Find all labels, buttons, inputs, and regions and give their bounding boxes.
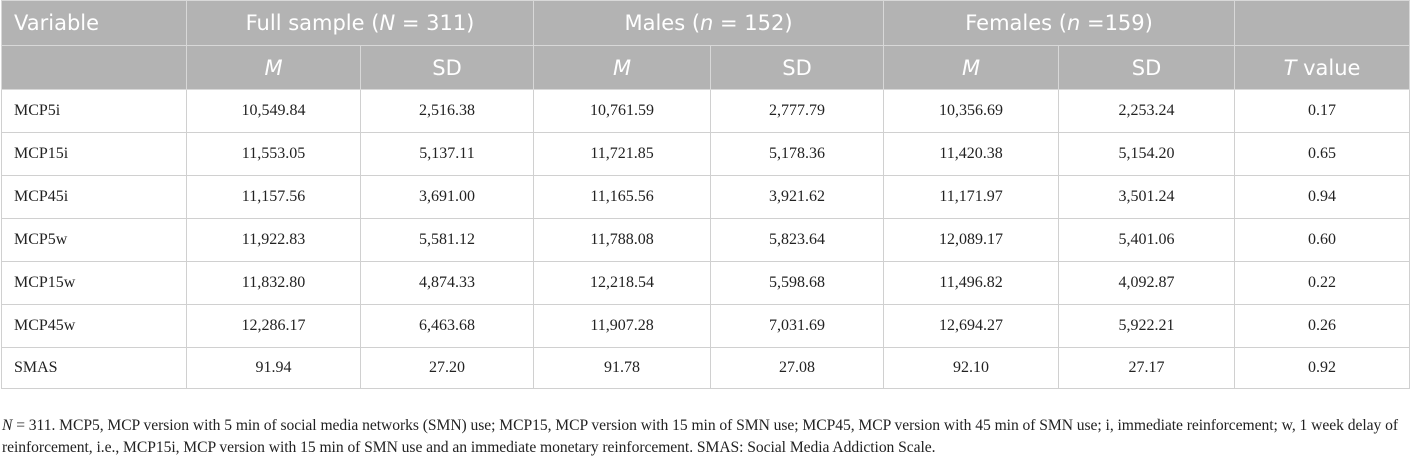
table-row: SMAS 91.94 27.20 91.78 27.08 92.10 27.17… — [1, 347, 1411, 389]
variable-header: Variable — [1, 0, 187, 46]
header-row-groups: Variable Full sample (N = 311) Males (n … — [1, 0, 1411, 46]
female-mean-cell: 11,420.38 — [883, 132, 1060, 176]
variable-cell: MCP15w — [1, 261, 187, 305]
full-mean-header: M — [186, 45, 361, 90]
male-mean-cell: 91.78 — [533, 347, 712, 389]
full-sd-cell: 5,137.11 — [359, 132, 535, 176]
t-value-cell: 0.26 — [1234, 304, 1411, 348]
full-sd-cell: 4,874.33 — [359, 261, 535, 305]
full-sd-cell: 5,581.12 — [359, 218, 535, 262]
table-row: MCP45w 12,286.17 6,463.68 11,907.28 7,03… — [1, 304, 1411, 348]
full-mean-cell: 12,286.17 — [186, 304, 361, 348]
full-sd-cell: 3,691.00 — [359, 175, 535, 219]
variable-cell: MCP15i — [1, 132, 187, 176]
full-mean-cell: 11,553.05 — [186, 132, 361, 176]
table-row: MCP5i 10,549.84 2,516.38 10,761.59 2,777… — [1, 89, 1411, 133]
table-body: MCP5i 10,549.84 2,516.38 10,761.59 2,777… — [1, 89, 1411, 389]
full-sample-prefix: Full sample ( — [245, 11, 380, 35]
variable-cell: MCP45w — [1, 304, 187, 348]
male-mean-cell: 11,721.85 — [533, 132, 712, 176]
male-mean-cell: 11,907.28 — [533, 304, 712, 348]
full-mean-cell: 10,549.84 — [186, 89, 361, 133]
female-mean-cell: 12,694.27 — [883, 304, 1060, 348]
variable-header-sub — [1, 45, 187, 90]
t-value-cell: 0.92 — [1234, 347, 1411, 389]
female-sd-cell: 5,154.20 — [1058, 132, 1236, 176]
female-mean-cell: 11,496.82 — [883, 261, 1060, 305]
females-header: Females (n =159) — [883, 0, 1236, 46]
t-label: T — [1283, 55, 1297, 80]
male-sd-cell: 3,921.62 — [710, 175, 885, 219]
table-footnote: N = 311. MCP5, MCP version with 5 min of… — [0, 405, 1411, 459]
female-mean-header: M — [883, 45, 1060, 90]
males-header: Males (n = 152) — [533, 0, 885, 46]
full-mean-cell: 11,922.83 — [186, 218, 361, 262]
male-mean-cell: 11,788.08 — [533, 218, 712, 262]
footnote-text: = 311. MCP5, MCP version with 5 min of s… — [2, 416, 1398, 456]
male-sd-cell: 5,178.36 — [710, 132, 885, 176]
full-sample-n-label: N — [379, 11, 396, 35]
female-sd-cell: 2,253.24 — [1058, 89, 1236, 133]
variable-cell: MCP5i — [1, 89, 187, 133]
header-row-stats: M SD M SD M SD T value — [1, 45, 1411, 90]
full-sd-cell: 2,516.38 — [359, 89, 535, 133]
t-value-cell: 0.60 — [1234, 218, 1411, 262]
full-sample-suffix: = 311) — [395, 11, 475, 35]
full-sd-cell: 27.20 — [359, 347, 535, 389]
t-value-header: T value — [1234, 45, 1411, 90]
female-sd-cell: 4,092.87 — [1058, 261, 1236, 305]
descriptive-statistics-table: Variable Full sample (N = 311) Males (n … — [1, 0, 1411, 389]
t-value-cell: 0.22 — [1234, 261, 1411, 305]
females-prefix: Females ( — [965, 11, 1067, 35]
table-row: MCP15i 11,553.05 5,137.11 11,721.85 5,17… — [1, 132, 1411, 176]
full-mean-cell: 11,832.80 — [186, 261, 361, 305]
female-mean-cell: 92.10 — [883, 347, 1060, 389]
male-mean-cell: 11,165.56 — [533, 175, 712, 219]
males-suffix: = 152) — [713, 11, 793, 35]
variable-cell: MCP45i — [1, 175, 187, 219]
female-sd-cell: 5,922.21 — [1058, 304, 1236, 348]
female-sd-header: SD — [1058, 45, 1236, 90]
females-n-label: n — [1066, 11, 1081, 35]
female-sd-cell: 3,501.24 — [1058, 175, 1236, 219]
females-suffix: =159) — [1080, 11, 1153, 35]
table-row: MCP5w 11,922.83 5,581.12 11,788.08 5,823… — [1, 218, 1411, 262]
table-header: Variable Full sample (N = 311) Males (n … — [1, 0, 1411, 90]
variable-cell: MCP5w — [1, 218, 187, 262]
full-sample-header: Full sample (N = 311) — [185, 0, 535, 46]
table-row: MCP45i 11,157.56 3,691.00 11,165.56 3,92… — [1, 175, 1411, 219]
t-value-header-top — [1234, 0, 1411, 46]
males-prefix: Males ( — [624, 11, 701, 35]
female-mean-cell: 10,356.69 — [883, 89, 1060, 133]
female-sd-cell: 5,401.06 — [1058, 218, 1236, 262]
full-sd-header: SD — [359, 45, 535, 90]
males-n-label: n — [700, 11, 714, 35]
female-mean-cell: 12,089.17 — [883, 218, 1060, 262]
male-mean-cell: 10,761.59 — [533, 89, 712, 133]
t-value-cell: 0.94 — [1234, 175, 1411, 219]
female-mean-cell: 11,171.97 — [883, 175, 1060, 219]
male-mean-header: M — [533, 45, 712, 90]
male-mean-cell: 12,218.54 — [533, 261, 712, 305]
variable-cell: SMAS — [1, 347, 187, 389]
full-mean-cell: 91.94 — [186, 347, 361, 389]
female-sd-cell: 27.17 — [1058, 347, 1236, 389]
male-sd-cell: 7,031.69 — [710, 304, 885, 348]
t-value-suffix: value — [1296, 55, 1361, 80]
male-sd-cell: 5,823.64 — [710, 218, 885, 262]
t-value-cell: 0.65 — [1234, 132, 1411, 176]
male-sd-cell: 5,598.68 — [710, 261, 885, 305]
male-sd-cell: 27.08 — [710, 347, 885, 389]
male-sd-header: SD — [710, 45, 885, 90]
table-row: MCP15w 11,832.80 4,874.33 12,218.54 5,59… — [1, 261, 1411, 305]
footnote-n-label: N — [2, 416, 13, 434]
full-sd-cell: 6,463.68 — [359, 304, 535, 348]
male-sd-cell: 2,777.79 — [710, 89, 885, 133]
full-mean-cell: 11,157.56 — [186, 175, 361, 219]
t-value-cell: 0.17 — [1234, 89, 1411, 133]
